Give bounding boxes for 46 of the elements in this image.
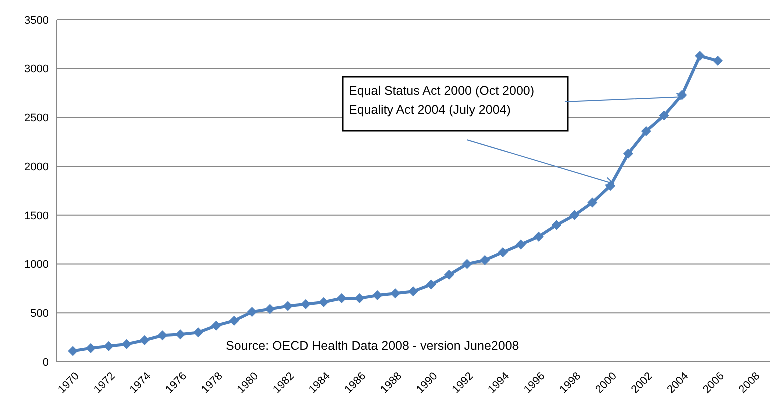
point (588, 198, 598, 208)
point (623, 148, 634, 159)
point (68, 346, 78, 356)
point (265, 304, 276, 314)
point (462, 259, 472, 270)
point (211, 320, 222, 331)
point (480, 255, 490, 266)
point (372, 290, 383, 301)
point (570, 210, 580, 220)
y-tick-label: 0 (42, 356, 49, 369)
point (86, 343, 96, 354)
y-tick-label: 3500 (24, 14, 49, 27)
point (498, 248, 508, 258)
point (229, 316, 240, 326)
point (552, 220, 562, 230)
point (534, 232, 544, 242)
point (318, 297, 329, 308)
point (283, 301, 294, 312)
y-tick-label: 3000 (24, 64, 49, 76)
point (176, 330, 186, 340)
y-tick-label: 1000 (24, 259, 49, 272)
point (354, 293, 365, 304)
point (104, 341, 114, 352)
y-tick-label: 2500 (24, 112, 49, 125)
point (659, 110, 670, 121)
y-tick-label: 1500 (24, 210, 49, 222)
point (426, 280, 436, 290)
point (247, 307, 258, 318)
annotation: Equal Status Act 2000 (Oct 2000) (349, 84, 535, 98)
point (336, 293, 347, 304)
point (695, 51, 706, 62)
point (408, 286, 418, 297)
point (516, 240, 526, 250)
y-tick-label: 500 (30, 308, 49, 320)
annotation: Equality Act 2004 (July 2004) (349, 103, 511, 117)
y-tick-label: 2000 (24, 161, 49, 174)
point (713, 56, 724, 66)
point (444, 270, 454, 280)
point (301, 299, 312, 310)
point (158, 330, 168, 341)
annotation: Source: OECD Health Data 2008 - version June2008 (226, 339, 520, 353)
point (641, 126, 652, 136)
point (194, 328, 204, 338)
point (140, 336, 150, 346)
point (390, 288, 401, 299)
point (122, 339, 132, 350)
